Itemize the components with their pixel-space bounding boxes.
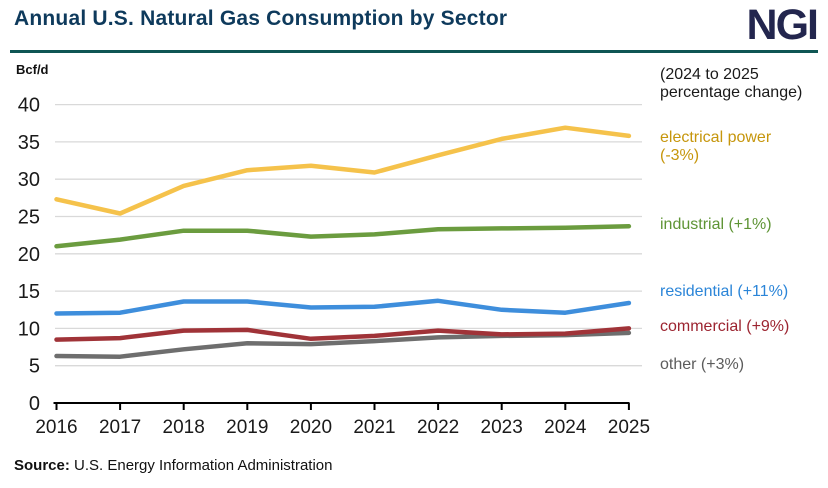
y-tick-label: 35 bbox=[18, 132, 40, 154]
y-tick-label: 0 bbox=[29, 393, 40, 415]
series-line-residential bbox=[54, 298, 632, 316]
x-tick-label: 2023 bbox=[481, 417, 523, 438]
x-tick-label: 2021 bbox=[353, 417, 395, 438]
header-divider bbox=[10, 50, 818, 53]
y-tick-label: 10 bbox=[18, 318, 40, 340]
y-tick-label: 5 bbox=[29, 356, 40, 378]
legend-item-other: other (+3%) bbox=[660, 356, 745, 373]
y-tick-label: 25 bbox=[18, 207, 40, 229]
legend-item-industrial: industrial (+1%) bbox=[660, 216, 772, 233]
y-tick-label: 30 bbox=[18, 169, 40, 191]
x-tick-label: 2025 bbox=[608, 417, 650, 438]
y-tick-label: 40 bbox=[18, 95, 40, 117]
page-title: Annual U.S. Natural Gas Consumption by S… bbox=[14, 7, 508, 30]
legend-item-residential: residential (+11%) bbox=[660, 283, 789, 300]
x-tick-label: 2019 bbox=[226, 417, 268, 438]
x-tick-label: 2016 bbox=[35, 417, 77, 438]
legend-item-electrical-power: electrical power (-3%) bbox=[660, 129, 772, 165]
series-line-electrical-power bbox=[54, 125, 632, 216]
y-axis-unit-label: Bcf/d bbox=[16, 62, 49, 77]
series-line-industrial bbox=[54, 223, 632, 249]
y-tick-label: 15 bbox=[18, 281, 40, 303]
legend-note: (2024 to 2025 percentage change) bbox=[660, 66, 803, 102]
x-tick-label: 2017 bbox=[99, 417, 141, 438]
chart-legend: (2024 to 2025 percentage change) electri… bbox=[658, 0, 828, 488]
series-line-commercial bbox=[54, 326, 632, 342]
source-prefix: Source: bbox=[14, 457, 70, 474]
ngi-logo: NGI bbox=[746, 1, 819, 49]
consumption-line-chart: 2016 2017 2018 2019 2020 2021 2022 2023 2024 2025… bbox=[18, 95, 650, 438]
y-tick-label: 20 bbox=[18, 244, 40, 266]
source-text: U.S. Energy Information Administration bbox=[69, 457, 333, 474]
x-tick-label: 2024 bbox=[544, 417, 587, 438]
legend-item-commercial: commercial (+9%) bbox=[660, 318, 790, 335]
x-tick-label: 2020 bbox=[290, 417, 332, 438]
source-line: Source: U.S. Energy Information Administ… bbox=[14, 457, 332, 474]
x-tick-label: 2018 bbox=[163, 417, 205, 438]
x-tick-label: 2022 bbox=[417, 417, 459, 438]
